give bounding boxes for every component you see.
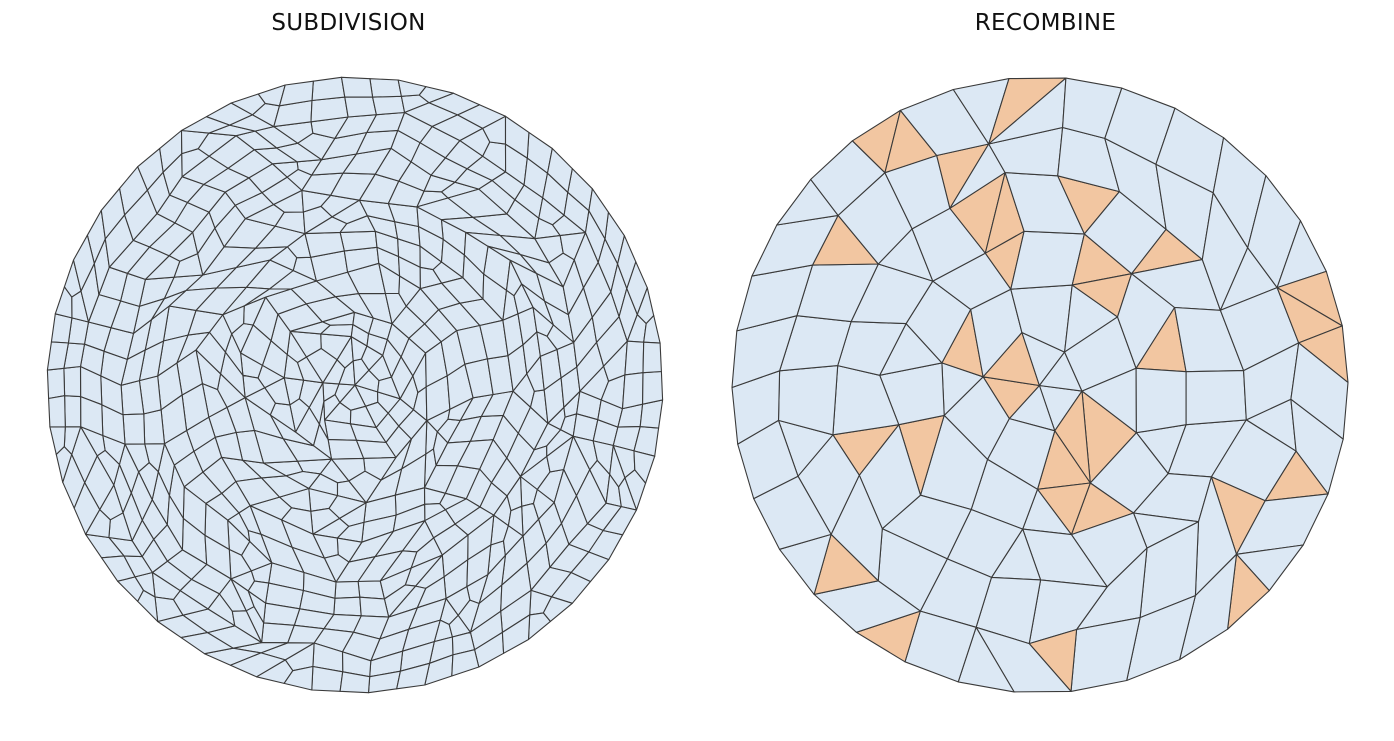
mesh-cell [48, 395, 66, 428]
mesh-cell [372, 95, 406, 116]
mesh-cell [63, 365, 82, 398]
mesh-cell [588, 188, 609, 240]
mesh-cell [542, 596, 573, 622]
mesh-cell [46, 341, 69, 371]
mesh-cell [180, 632, 234, 655]
mesh-cell [1070, 617, 1141, 692]
mesh-cell [137, 148, 164, 191]
mesh-cell [122, 413, 146, 445]
recombine-panel: RECOMBINE [697, 0, 1394, 741]
mesh-cell [283, 665, 314, 691]
mesh-cell [333, 596, 362, 617]
mesh-cell [642, 341, 662, 374]
mesh-cell [451, 649, 480, 677]
subdivision-panel: SUBDIVISION [46, 10, 664, 694]
mesh-cell [344, 96, 377, 118]
mesh-cell [73, 482, 101, 535]
mesh-cell [642, 370, 664, 405]
mesh-cell [310, 96, 349, 123]
mesh-cell [72, 234, 95, 292]
mesh-cell [137, 589, 159, 623]
mesh-cell [546, 147, 573, 193]
mesh-cell [1135, 367, 1187, 434]
mesh-cell [501, 614, 531, 654]
mesh-cell [55, 446, 73, 483]
mesh-cell [64, 395, 82, 428]
subdivision-title: SUBDIVISION [271, 10, 426, 36]
mesh-cell [621, 372, 644, 410]
mesh-cell [101, 555, 136, 582]
mesh-cell [369, 78, 402, 98]
mesh-cell [340, 76, 374, 98]
mesh-cell [357, 580, 385, 600]
mesh-cell [339, 230, 378, 252]
mesh-cell [143, 409, 166, 445]
mesh-cell [229, 652, 286, 678]
mesh-cell [180, 116, 231, 134]
recombine-mesh [731, 77, 1349, 693]
mesh-cell [633, 450, 656, 484]
mesh-cell [397, 79, 427, 97]
mesh-cell [636, 287, 655, 325]
mesh-cell [311, 76, 346, 102]
mesh-cell [54, 286, 73, 319]
mesh-cell [359, 596, 390, 618]
recombine-title: RECOMBINE [974, 10, 1117, 36]
mesh-cell [50, 313, 73, 344]
mesh-cell [624, 340, 645, 376]
mesh-cell [602, 506, 638, 536]
mesh-cell [428, 92, 481, 116]
mesh-cell [1185, 370, 1247, 426]
subdivision-mesh [46, 76, 664, 694]
mesh-cell [46, 367, 66, 400]
mesh-cell [339, 671, 371, 694]
mesh-cell [334, 580, 361, 599]
mesh-cell [230, 93, 266, 116]
mesh-cell [100, 187, 126, 240]
mesh-cell [120, 380, 145, 416]
mesh-cell [396, 662, 431, 690]
mesh-cell [570, 551, 610, 583]
mesh-cell [278, 80, 314, 107]
mesh-cell [1290, 342, 1349, 440]
mesh-cell [617, 235, 637, 289]
mesh-cell [504, 115, 530, 159]
